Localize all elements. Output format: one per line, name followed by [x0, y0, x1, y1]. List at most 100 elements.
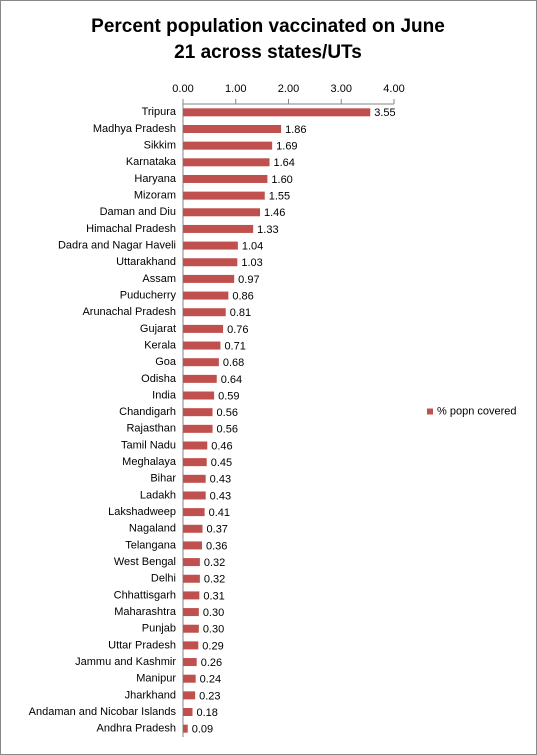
value-label: 1.86 — [285, 124, 306, 136]
value-label: 0.86 — [232, 290, 253, 302]
bar — [183, 158, 270, 167]
y-tick-label: Jharkhand — [125, 689, 176, 701]
y-tick-label: India — [152, 389, 177, 401]
bar — [183, 491, 206, 500]
bar — [183, 324, 224, 333]
value-label: 1.60 — [271, 174, 292, 186]
y-tick-label: Arunachal Pradesh — [82, 306, 176, 318]
y-tick-label: Kerala — [144, 339, 177, 351]
value-label: 0.32 — [204, 557, 225, 569]
value-label: 1.69 — [276, 141, 297, 153]
value-label: 0.26 — [201, 657, 222, 669]
bar — [183, 724, 188, 733]
y-tick-label: Manipur — [136, 673, 176, 685]
bar — [183, 274, 235, 283]
bar — [183, 391, 215, 400]
y-tick-label: Maharashtra — [114, 606, 177, 618]
y-tick-label: Chandigarh — [119, 406, 176, 418]
bar — [183, 624, 199, 633]
y-tick-label: Goa — [155, 356, 177, 368]
y-tick-label: Nagaland — [129, 523, 176, 535]
bar — [183, 474, 206, 483]
y-tick-label: Uttarakhand — [116, 256, 176, 268]
bar — [183, 424, 213, 433]
y-tick-label: Madhya Pradesh — [93, 123, 176, 135]
y-tick-label: Bihar — [150, 473, 176, 485]
bar — [183, 524, 203, 533]
y-tick-label: Lakshadweep — [108, 506, 176, 518]
bar — [183, 141, 273, 150]
bar — [183, 291, 229, 300]
value-label: 1.04 — [242, 240, 263, 252]
value-label: 0.64 — [221, 374, 242, 386]
y-tick-label: Andaman and Nicobar Islands — [29, 706, 177, 718]
value-label: 0.59 — [218, 390, 239, 402]
value-label: 3.55 — [374, 107, 395, 119]
value-label: 0.18 — [196, 707, 217, 719]
bar — [183, 674, 196, 683]
value-label: 0.41 — [209, 507, 230, 519]
y-tick-label: Assam — [142, 273, 176, 285]
y-tick-label: Uttar Pradesh — [108, 639, 176, 651]
value-label: 0.81 — [230, 307, 251, 319]
bar — [183, 574, 200, 583]
value-label: 0.32 — [204, 574, 225, 586]
value-label: 0.09 — [192, 724, 213, 736]
value-label: 0.56 — [217, 407, 238, 419]
y-tick-label: Chhattisgarh — [114, 589, 176, 601]
value-label: 1.64 — [274, 157, 295, 169]
bar — [183, 541, 202, 550]
bar — [183, 458, 207, 467]
bar — [183, 108, 371, 117]
value-label: 0.68 — [223, 357, 244, 369]
bar — [183, 608, 199, 617]
legend-label: % popn covered — [437, 405, 517, 417]
y-tick-label: Jammu and Kashmir — [75, 656, 176, 668]
value-label: 0.45 — [211, 457, 232, 469]
bar — [183, 641, 199, 650]
bar — [183, 258, 238, 267]
bar — [183, 591, 200, 600]
bar — [183, 308, 226, 317]
bar — [183, 358, 219, 367]
y-tick-label: Odisha — [141, 373, 177, 385]
value-label: 0.43 — [210, 490, 231, 502]
value-label: 0.76 — [227, 324, 248, 336]
y-tick-label: Gujarat — [140, 323, 176, 335]
y-tick-label: Himachal Pradesh — [86, 223, 176, 235]
y-tick-label: Andhra Pradesh — [97, 723, 177, 735]
value-label: 0.30 — [203, 607, 224, 619]
value-label: 1.55 — [269, 191, 290, 203]
x-tick-label: 0.00 — [172, 83, 193, 95]
y-tick-label: Ladakh — [140, 489, 176, 501]
y-tick-label: Meghalaya — [122, 456, 177, 468]
value-label: 1.46 — [264, 207, 285, 219]
bar — [183, 558, 200, 567]
value-label: 0.23 — [199, 690, 220, 702]
y-tick-label: Daman and Diu — [100, 206, 176, 218]
bar — [183, 174, 268, 183]
bar — [183, 658, 197, 667]
bar — [183, 224, 254, 233]
bar — [183, 441, 208, 450]
y-tick-label: West Bengal — [114, 556, 176, 568]
value-label: 0.56 — [217, 424, 238, 436]
y-tick-label: Dadra and Nagar Haveli — [58, 239, 176, 251]
value-label: 0.71 — [224, 340, 245, 352]
y-tick-label: Mizoram — [134, 190, 176, 202]
value-label: 0.37 — [207, 524, 228, 536]
y-tick-label: Puducherry — [120, 289, 177, 301]
y-tick-label: Tamil Nadu — [121, 439, 176, 451]
bar — [183, 208, 261, 217]
value-label: 0.46 — [211, 440, 232, 452]
bar — [183, 124, 282, 133]
y-tick-label: Rajasthan — [126, 423, 176, 435]
x-tick-label: 1.00 — [225, 83, 246, 95]
value-label: 0.36 — [206, 540, 227, 552]
x-tick-label: 3.00 — [331, 83, 352, 95]
legend-swatch — [427, 408, 433, 415]
value-label: 0.43 — [210, 474, 231, 486]
y-tick-label: Telangana — [125, 539, 177, 551]
bar — [183, 408, 213, 417]
